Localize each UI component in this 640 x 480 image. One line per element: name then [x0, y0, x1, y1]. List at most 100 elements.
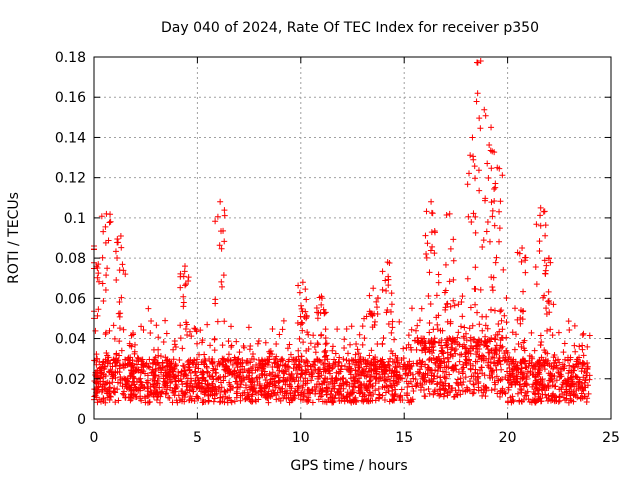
- data-point: [375, 378, 382, 385]
- data-point: [467, 152, 474, 159]
- data-point: [214, 213, 221, 220]
- data-point: [254, 340, 261, 347]
- data-point: [398, 386, 405, 393]
- data-point: [293, 364, 300, 371]
- data-point: [155, 334, 162, 341]
- data-point: [273, 341, 280, 348]
- data-point: [535, 396, 542, 403]
- data-point: [209, 384, 216, 391]
- data-point: [472, 366, 479, 373]
- data-point: [221, 238, 228, 245]
- data-point: [454, 334, 461, 341]
- data-point: [193, 356, 200, 363]
- data-point: [579, 331, 586, 338]
- data-point: [344, 350, 351, 357]
- data-point: [475, 167, 482, 174]
- data-point: [404, 383, 411, 390]
- data-point: [579, 346, 586, 353]
- data-point: [181, 371, 188, 378]
- data-point: [286, 341, 293, 348]
- data-point: [459, 313, 466, 320]
- data-point: [487, 365, 494, 372]
- data-point: [574, 374, 581, 381]
- data-point: [303, 296, 310, 303]
- data-point: [412, 327, 419, 334]
- data-point: [366, 389, 373, 396]
- data-point: [117, 232, 124, 239]
- data-point: [254, 366, 261, 373]
- data-point: [428, 229, 435, 236]
- data-point: [114, 358, 121, 365]
- data-point: [560, 365, 567, 372]
- data-point: [216, 360, 223, 367]
- data-point: [489, 287, 496, 294]
- data-point: [172, 361, 179, 368]
- data-point: [228, 323, 235, 330]
- data-point: [226, 366, 233, 373]
- data-point: [279, 388, 286, 395]
- data-point: [327, 378, 334, 385]
- data-point: [391, 336, 398, 343]
- data-point: [475, 378, 482, 385]
- data-point: [250, 386, 257, 393]
- data-point: [237, 392, 244, 399]
- data-point: [396, 376, 403, 383]
- data-point: [372, 397, 379, 404]
- data-point: [483, 385, 490, 392]
- data-point: [419, 339, 426, 346]
- data-point: [298, 353, 305, 360]
- data-point: [180, 303, 187, 310]
- data-point: [299, 327, 306, 334]
- data-point: [541, 292, 548, 299]
- data-point: [484, 160, 491, 167]
- data-point: [348, 323, 355, 330]
- data-point: [332, 350, 339, 357]
- data-point: [322, 334, 329, 341]
- data-point: [322, 375, 329, 382]
- data-point: [346, 360, 353, 367]
- data-point: [252, 396, 259, 403]
- data-point: [106, 219, 113, 226]
- data-point: [564, 354, 571, 361]
- data-point: [458, 323, 465, 330]
- data-point: [468, 219, 475, 226]
- data-point: [295, 282, 302, 289]
- data-point: [210, 385, 217, 392]
- data-point: [239, 359, 246, 366]
- data-point: [375, 385, 382, 392]
- data-point: [290, 365, 297, 372]
- data-point: [113, 350, 120, 357]
- data-point: [221, 212, 228, 219]
- data-point: [114, 386, 121, 393]
- data-point: [482, 339, 489, 346]
- data-point: [507, 373, 514, 380]
- data-point: [430, 326, 437, 333]
- data-point: [202, 378, 209, 385]
- data-point: [524, 368, 531, 375]
- data-point: [373, 304, 380, 311]
- data-point: [375, 395, 382, 402]
- data-point: [568, 369, 575, 376]
- data-point: [212, 218, 219, 225]
- data-point: [142, 395, 149, 402]
- data-point: [389, 318, 396, 325]
- data-point: [343, 357, 350, 364]
- data-point: [181, 263, 188, 270]
- data-point: [503, 334, 510, 341]
- data-point: [497, 198, 504, 205]
- data-point: [352, 351, 359, 358]
- data-point: [361, 335, 368, 342]
- data-point: [525, 362, 532, 369]
- data-point: [323, 391, 330, 398]
- data-point: [467, 378, 474, 385]
- data-point: [359, 393, 366, 400]
- data-point: [440, 382, 447, 389]
- data-point: [180, 293, 187, 300]
- chart-title: Day 040 of 2024, Rate Of TEC Index for r…: [161, 20, 539, 36]
- data-point: [300, 339, 307, 346]
- data-point: [492, 259, 499, 266]
- data-point: [170, 356, 177, 363]
- data-point: [340, 385, 347, 392]
- data-point: [382, 389, 389, 396]
- data-point: [177, 322, 184, 329]
